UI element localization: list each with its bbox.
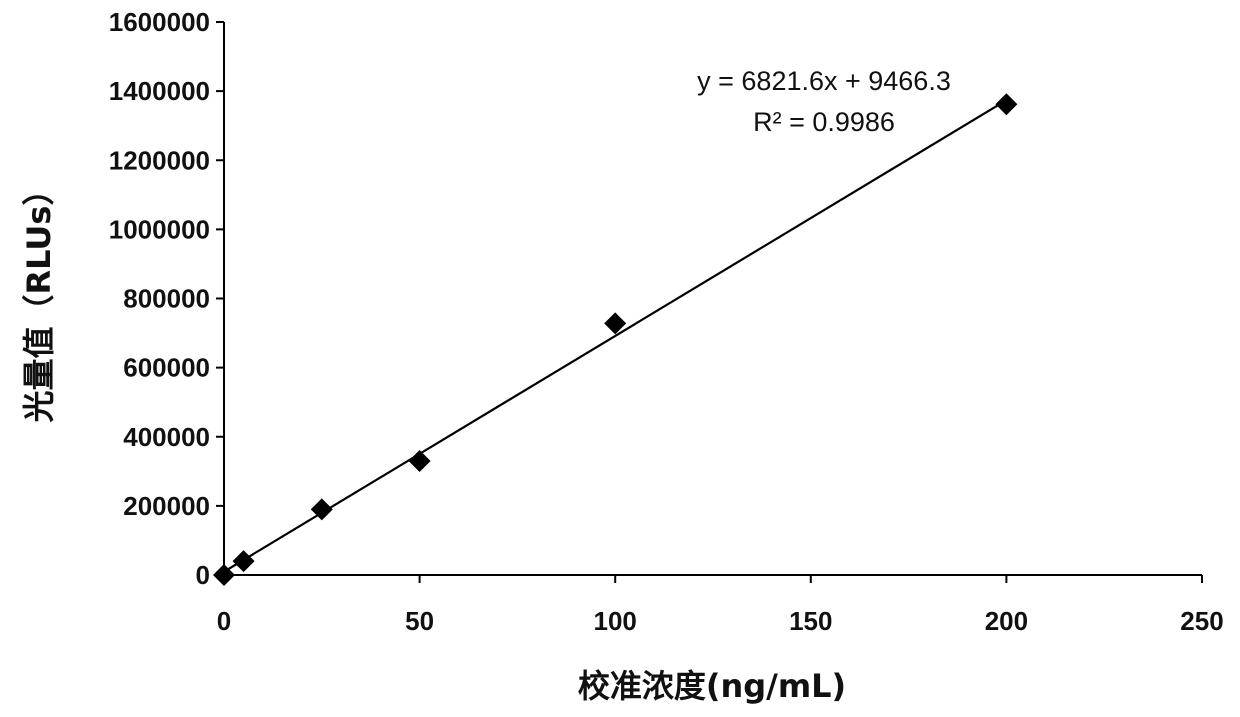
y-axis-title: 光量值（RLUs） (20, 174, 58, 423)
y-tick-label: 600000 (123, 353, 210, 383)
x-tick-label: 50 (405, 606, 434, 636)
y-tick-label: 1400000 (109, 76, 210, 106)
y-tick-label: 400000 (123, 422, 210, 452)
x-tick-label: 0 (217, 606, 231, 636)
r-squared-label: R² = 0.9986 (753, 107, 895, 137)
x-tick-label: 200 (985, 606, 1028, 636)
data-point-marker (995, 93, 1017, 115)
trendline (224, 100, 1006, 572)
y-tick-label: 1600000 (109, 7, 210, 37)
y-axis-ticks: 0 200000 400000 600000 800000 1000000 1200000 1… (109, 7, 224, 590)
x-tick-label: 250 (1180, 606, 1223, 636)
y-tick-label: 1000000 (109, 214, 210, 244)
y-tick-label: 800000 (123, 284, 210, 314)
x-tick-label: 100 (594, 606, 637, 636)
data-point-marker (233, 550, 255, 572)
y-tick-label: 200000 (123, 491, 210, 521)
y-tick-label: 1200000 (109, 145, 210, 175)
x-axis-ticks: 0 50 100 150 200 250 (217, 575, 1224, 636)
data-point-marker (409, 450, 431, 472)
trendline-equation: y = 6821.6x + 9466.3 (697, 66, 951, 96)
x-axis-title: 校准浓度(ng/mL) (578, 667, 846, 705)
y-tick-label: 0 (196, 560, 210, 590)
x-tick-label: 150 (789, 606, 832, 636)
